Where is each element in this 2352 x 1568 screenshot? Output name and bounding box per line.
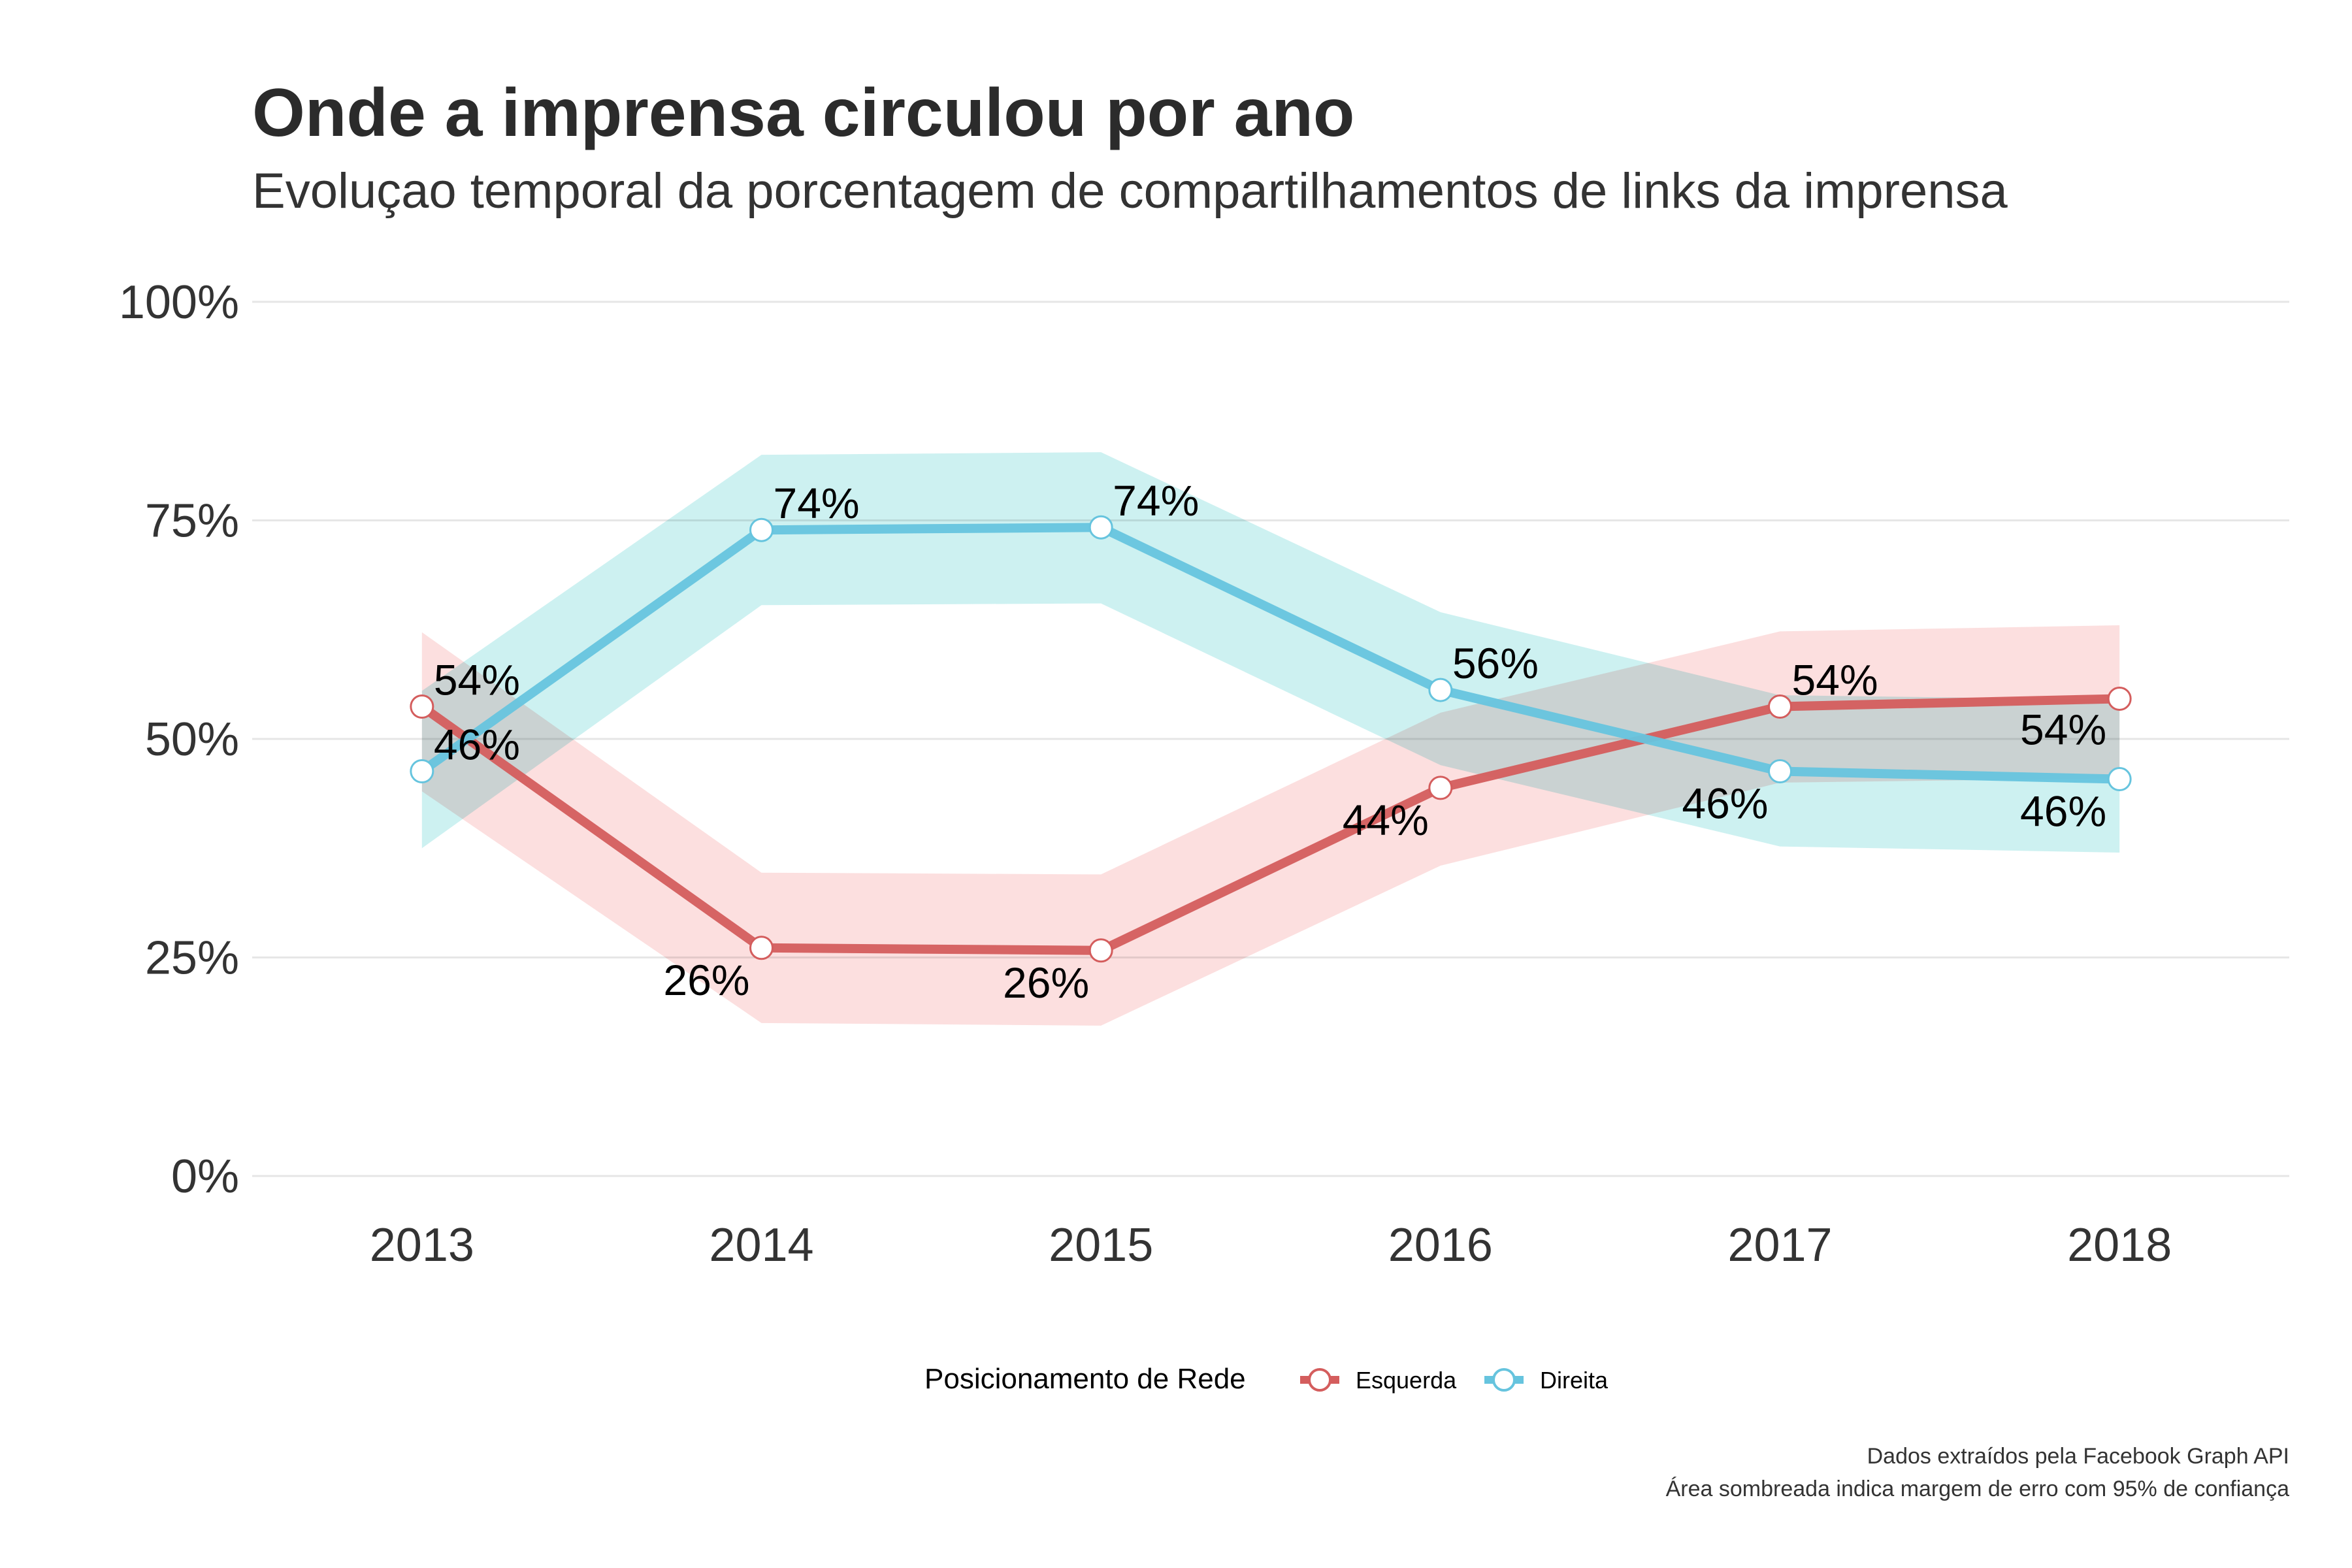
- data-point-direita: [1088, 515, 1113, 540]
- legend-item-direita: Direita: [1484, 1367, 1609, 1394]
- data-point-esquerda: [2107, 686, 2132, 711]
- data-label-direita: 56%: [1452, 639, 1539, 687]
- x-tick-label: 2015: [1049, 1219, 1153, 1271]
- legend-marker-direita: [1492, 1368, 1516, 1392]
- data-point-esquerda: [1768, 694, 1792, 719]
- data-point-direita: [410, 759, 434, 784]
- legend: Posicionamento de Rede Esquerda Direita: [924, 1363, 1609, 1395]
- data-label-esquerda: 26%: [663, 956, 749, 1004]
- chart-subtitle: Evoluçao temporal da porcentagem de comp…: [252, 163, 2008, 219]
- data-point-esquerda: [410, 694, 434, 719]
- x-tick-label: 2018: [2067, 1219, 2172, 1271]
- y-axis-tick-labels: 0% 25% 50% 75% 100%: [119, 276, 239, 1203]
- data-labels: 54% 26% 26% 44% 54% 54% 46% 74% 74% 56% 46% 46%: [434, 476, 2106, 1007]
- x-tick-label: 2016: [1388, 1219, 1493, 1271]
- grid-lines: [252, 301, 2289, 1177]
- data-label-direita: 46%: [1682, 779, 1768, 828]
- chart-title: Onde a imprensa circulou por ano: [252, 75, 1354, 151]
- series-lines: [419, 523, 2120, 955]
- data-label-direita: 46%: [434, 721, 520, 769]
- x-tick-label: 2017: [1727, 1219, 1832, 1271]
- series-line-direita: [419, 523, 2120, 784]
- data-label-esquerda: 54%: [2020, 705, 2106, 753]
- series-points: [410, 515, 2132, 963]
- legend-title: Posicionamento de Rede: [924, 1363, 1246, 1395]
- data-point-direita: [1768, 759, 1792, 784]
- y-tick-label: 0%: [171, 1151, 239, 1203]
- y-tick-label: 75%: [145, 495, 239, 547]
- legend-label-direita: Direita: [1540, 1367, 1609, 1394]
- x-tick-label: 2013: [370, 1219, 474, 1271]
- data-label-esquerda: 44%: [1343, 796, 1429, 844]
- x-tick-label: 2014: [709, 1219, 813, 1271]
- x-axis-tick-labels: 2013 2014 2015 2016 2017 2018: [370, 1219, 2172, 1271]
- data-point-direita: [1428, 678, 1453, 702]
- y-tick-label: 50%: [145, 713, 239, 766]
- data-label-direita: 74%: [774, 479, 860, 527]
- caption-line-2: Área sombreada indica margem de erro com…: [1666, 1477, 2289, 1501]
- data-point-esquerda: [749, 936, 774, 960]
- legend-item-esquerda: Esquerda: [1300, 1367, 1457, 1394]
- data-label-esquerda: 54%: [434, 655, 520, 704]
- data-point-direita: [749, 517, 774, 542]
- data-point-direita: [2107, 767, 2132, 792]
- y-tick-label: 25%: [145, 932, 239, 985]
- data-label-direita: 74%: [1113, 476, 1199, 525]
- data-label-esquerda: 26%: [1003, 958, 1089, 1007]
- data-label-direita: 46%: [2020, 787, 2106, 836]
- legend-marker-esquerda: [1308, 1368, 1331, 1392]
- caption-line-1: Dados extraídos pela Facebook Graph API: [1867, 1444, 2289, 1469]
- data-point-esquerda: [1088, 938, 1113, 963]
- series-line-esquerda: [419, 694, 2120, 955]
- data-point-esquerda: [1428, 776, 1453, 800]
- legend-label-esquerda: Esquerda: [1356, 1367, 1457, 1394]
- y-tick-label: 100%: [119, 276, 239, 329]
- data-label-esquerda: 54%: [1792, 655, 1878, 704]
